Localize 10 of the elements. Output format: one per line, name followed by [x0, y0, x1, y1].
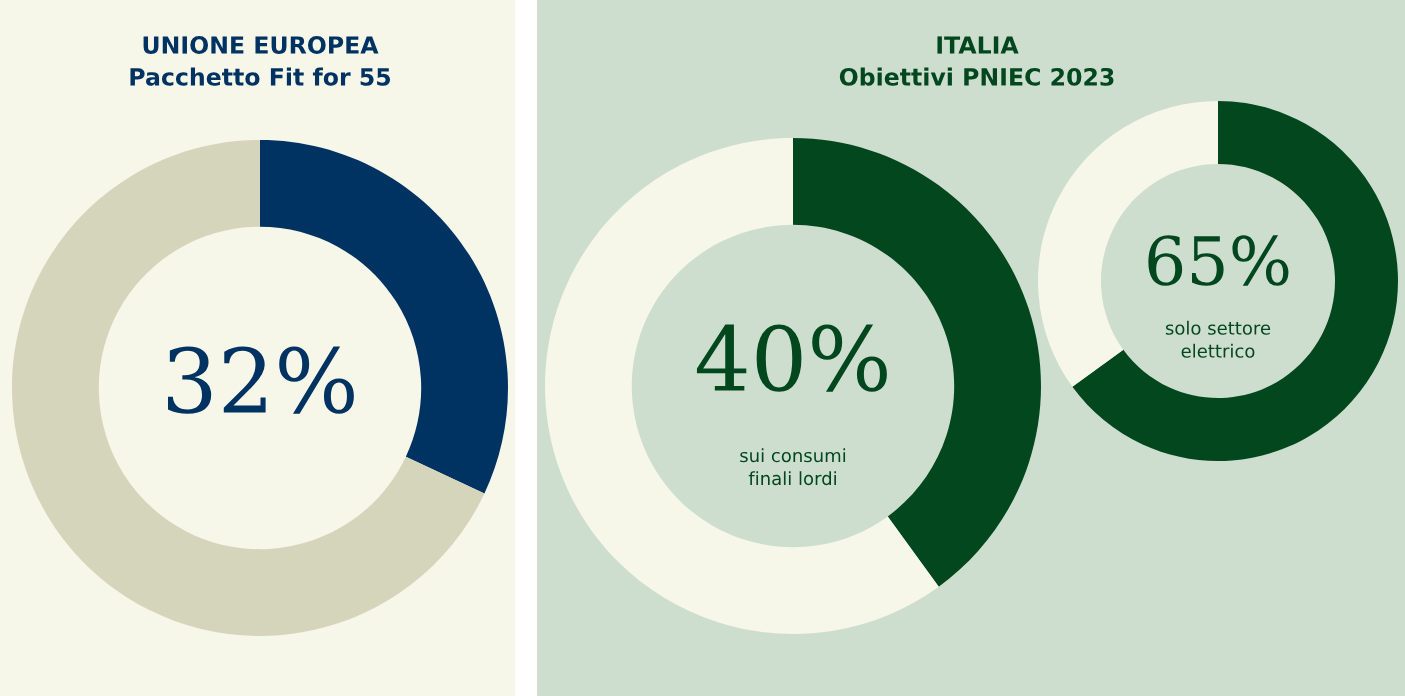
text: 32% — [167, 346, 354, 414]
text: 65% — [1148, 235, 1289, 286]
donut-slice — [545, 138, 939, 634]
text: 40% — [696, 324, 887, 392]
chart-title: ITALIA Obiettivi PNIEC 2023 — [839, 36, 1114, 86]
donut-slice — [1072, 101, 1398, 461]
donut-slice — [12, 140, 485, 636]
text: sui consumi finali lordi — [740, 448, 846, 486]
chart-title: UNIONE EUROPEA Pacchetto Fit for 55 — [130, 36, 391, 86]
text: solo settore elettrico — [1165, 320, 1271, 358]
